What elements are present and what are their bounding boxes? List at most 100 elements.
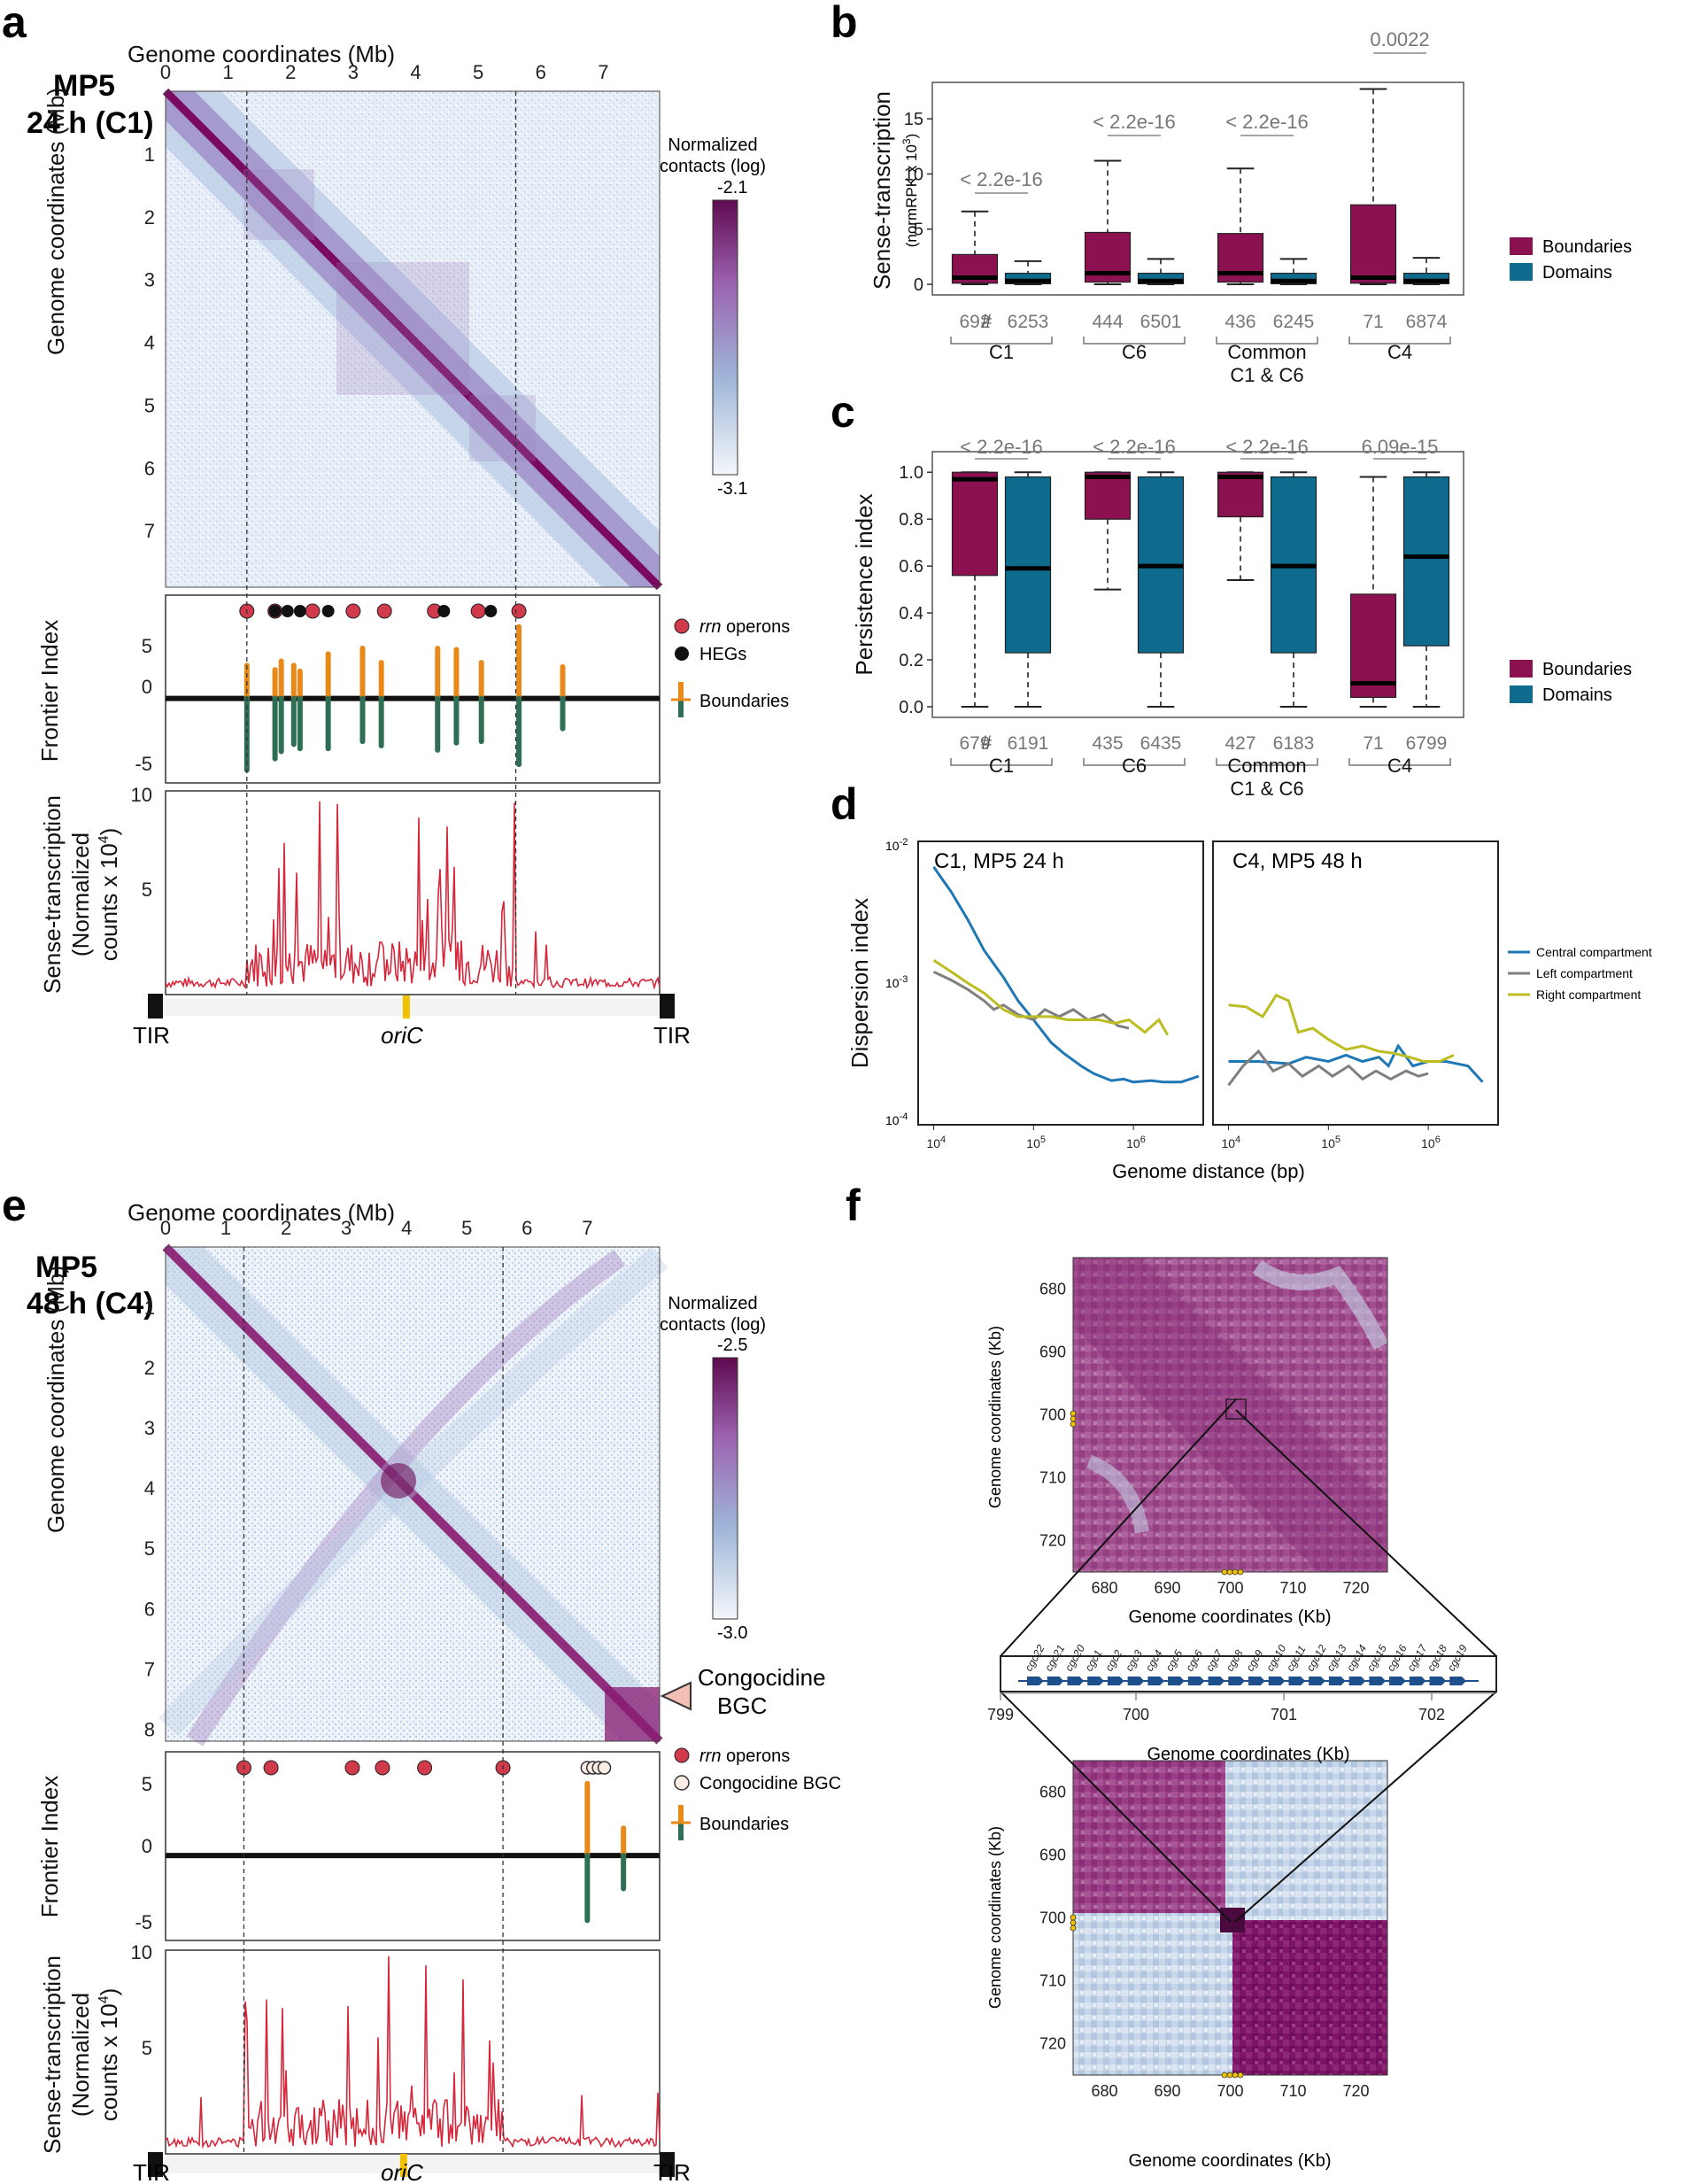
b-box-2-1 [1270, 272, 1317, 284]
panel-b-ylabel-sub: (normRPK x 103) [900, 134, 920, 248]
f-gene-arrow-9 [1208, 1677, 1225, 1685]
panel-e-tr-ylabel-3: counts x 104) [96, 1988, 122, 2122]
c-n-0-1: 6191 [1008, 733, 1049, 754]
panel-a-legend-heg: HEGs [699, 645, 746, 664]
panel-e-legend-boundary-orange [678, 1805, 684, 1823]
c-n-1-1: 6435 [1140, 733, 1182, 754]
e-ytick-3: 3 [144, 1417, 155, 1439]
f-gene-arrow-19 [1409, 1677, 1426, 1685]
panel-d-right-frame [1212, 840, 1499, 1126]
panel-e-tir-left: TIR [133, 2159, 170, 2184]
c-pvalue-1: < 2.2e-16 [1093, 436, 1176, 458]
a-ytick-3: 3 [144, 269, 155, 291]
d-line-0-2 [932, 958, 1170, 1036]
panel-c-legend-domains-swatch [1510, 685, 1533, 703]
panel-a-x-ticks: 0 1 2 3 4 5 6 7 [160, 61, 609, 83]
panel-e-legend-rrn-marker [674, 1747, 690, 1763]
panel-e-oric-label: oriC [381, 2159, 423, 2184]
panel-e-tr-ylabel-1: Sense-transcription [39, 1956, 66, 2154]
panel-e: e MP5 48 h (C4) Genome coordinates (Mb) … [2, 1181, 841, 2184]
panel-e-cbar-max: -2.5 [717, 1336, 747, 1355]
panel-a-title-1: MP5 [53, 69, 115, 103]
f-gene-tick-1: 700 [1123, 1706, 1149, 1723]
panel-d-letter: d [831, 779, 858, 829]
f-xtick-0-0: 680 [1091, 1579, 1117, 1597]
panel-a-frontier-frame [165, 594, 661, 784]
panel-b-boxes: 0 5 10 15 692 6253 C1 < 2.2e-16 444 6501 C6 < 2.2e-… [904, 28, 1451, 386]
panel-e-legend-bgc: Congocidine BGC [699, 1774, 841, 1793]
f-ytick-0-3: 710 [1039, 1469, 1066, 1487]
e-ytick-5: 5 [144, 1537, 155, 1560]
f-xtick-1-4: 720 [1342, 2082, 1369, 2100]
f-xtick-1-1: 690 [1154, 2082, 1180, 2100]
panel-a-fi-tick-0: 0 [142, 676, 152, 698]
panel-e-title-2: 48 h (C4) [27, 1287, 154, 1320]
panel-b-legend-boundaries-swatch [1510, 237, 1533, 255]
panel-a-xaxis-title: Genome coordinates (Mb) [127, 41, 395, 67]
panel-b-letter: b [831, 0, 858, 47]
a-heg-1 [281, 605, 294, 617]
panel-f-bottom-ticks: 680 680 690 690 700 700 710 710 720 720 [1039, 1784, 1370, 2101]
panel-f-gene-axis-title: Genome coordinates (Kb) [1147, 1745, 1349, 1764]
f-gene-arrow-12 [1268, 1677, 1286, 1685]
f-ytick-1-2: 700 [1039, 1909, 1066, 1927]
f-xtick-1-2: 700 [1217, 2082, 1243, 2100]
c-bracket-0 [950, 758, 1053, 766]
panel-a-oric-marker [402, 995, 410, 1018]
panel-e-tr-tick-10: 10 [131, 1941, 152, 1963]
d-line-0-0 [932, 866, 1200, 1084]
panel-a-tir-right-block [660, 994, 675, 1018]
f-gene-arrow-6 [1147, 1677, 1165, 1685]
panel-f-letter: f [846, 1181, 861, 1230]
f-xtick-0-1: 690 [1154, 1579, 1180, 1597]
panel-d-xlabel: Genome distance (bp) [1112, 1160, 1305, 1182]
b-group-label-2-1: C1 & C6 [1230, 364, 1303, 386]
e-rrn-operon-3 [375, 1760, 390, 1776]
d-xtick-0-1: 105 [1026, 1135, 1046, 1150]
a-rrn-operon-3 [345, 603, 361, 619]
panel-b: b 0 5 10 15 692 6253 C1 < 2.2e-16 444 6501 C6 < 2.2… [831, 0, 1632, 386]
panel-e-legend-boundary-green [678, 1823, 684, 1840]
e-xtick-5: 5 [461, 1217, 472, 1239]
a-xtick-0: 0 [160, 61, 171, 83]
c-pvalue-2: < 2.2e-16 [1225, 436, 1309, 458]
panel-f-bgc-markers [1070, 1410, 1244, 2079]
b-n-0-1: 6253 [1008, 312, 1049, 332]
d-line-1-2 [1228, 993, 1455, 1063]
panel-e-oric-marker [399, 2154, 407, 2177]
f-gene-arrow-14 [1309, 1677, 1325, 1685]
c-n-3-1: 6799 [1406, 733, 1448, 754]
panel-a-frontier-ylabel: Frontier Index [36, 620, 63, 762]
panel-e-title-1: MP5 [35, 1251, 97, 1284]
f-gene-arrow-10 [1228, 1677, 1245, 1685]
b-box-3-0 [1349, 204, 1397, 284]
panel-d-legend-central: Central compartment [1536, 945, 1652, 959]
panel-e-tr-ylabel-2: (Normalized [67, 1993, 94, 2117]
f-gene-tick-3: 702 [1418, 1706, 1445, 1723]
e-xtick-3: 3 [341, 1217, 352, 1239]
panel-e-bgc-arrow [660, 1681, 691, 1711]
panel-f-gene-axis-ticks: 799 700 701 702 [987, 1693, 1445, 1723]
a-ytick-7: 7 [144, 520, 155, 542]
panel-a-tir-left: TIR [133, 1022, 170, 1049]
panel-e-frontier-ylabel: Frontier Index [36, 1776, 63, 1917]
panel-a-transcription-frame [165, 790, 661, 995]
f-ytick-0-4: 720 [1039, 1532, 1066, 1550]
b-n-3-0: 71 [1363, 312, 1383, 332]
a-ytick-2: 2 [144, 206, 155, 228]
b-box-3-1 [1402, 272, 1450, 284]
b-ytick-3: 15 [904, 110, 923, 129]
c-group-label-2-1: C1 & C6 [1230, 778, 1303, 800]
b-n-0-0: 692 [959, 312, 990, 332]
panel-b-frame [931, 81, 1464, 296]
panel-e-bgc-label-2: BGC [717, 1692, 767, 1719]
b-n-1-0: 444 [1092, 312, 1123, 332]
a-xtick-7: 7 [598, 61, 608, 83]
panel-a-colorbar [712, 199, 738, 476]
panel-f-bottom-ylabel: Genome coordinates (Kb) [986, 1826, 1004, 2009]
panel-c-frame [931, 451, 1464, 718]
panel-e-heatmap [158, 1243, 668, 1746]
a-xtick-3: 3 [348, 61, 359, 83]
panel-b-ylabel: Sense-transcription [869, 91, 895, 290]
